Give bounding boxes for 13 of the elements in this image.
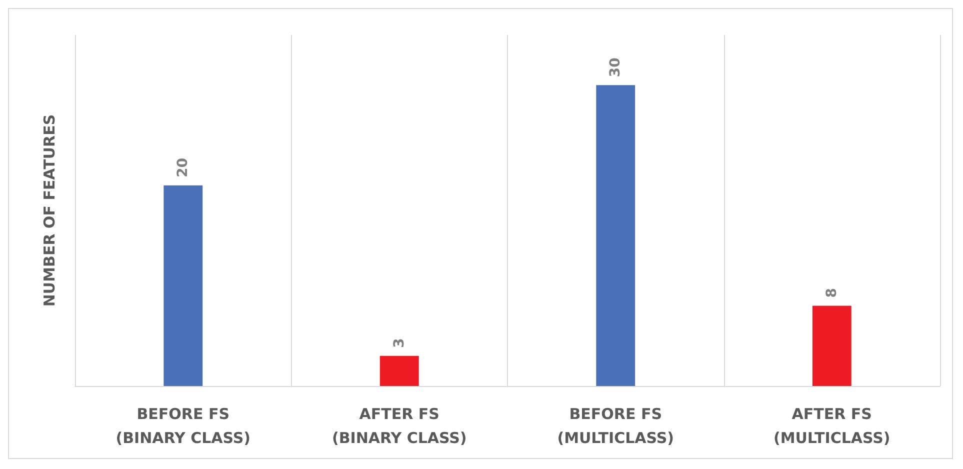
x-tick-label: BEFORE FS (BINARY CLASS): [116, 405, 251, 447]
x-tick-label: AFTER FS (BINARY CLASS): [332, 405, 467, 447]
data-label: 20: [175, 158, 192, 178]
data-label: 30: [608, 57, 624, 78]
bar: [812, 306, 852, 386]
data-label: 8: [824, 288, 840, 298]
x-tick-label: BEFORE FS (MULTICLASS): [557, 405, 674, 447]
x-tick-label: AFTER FS (MULTICLASS): [773, 405, 890, 447]
bar: [164, 185, 203, 386]
bar: [380, 356, 419, 386]
y-axis-title: NUMBER OF FEATURES: [40, 114, 58, 307]
data-label: 3: [391, 338, 408, 348]
bar: [596, 85, 636, 386]
